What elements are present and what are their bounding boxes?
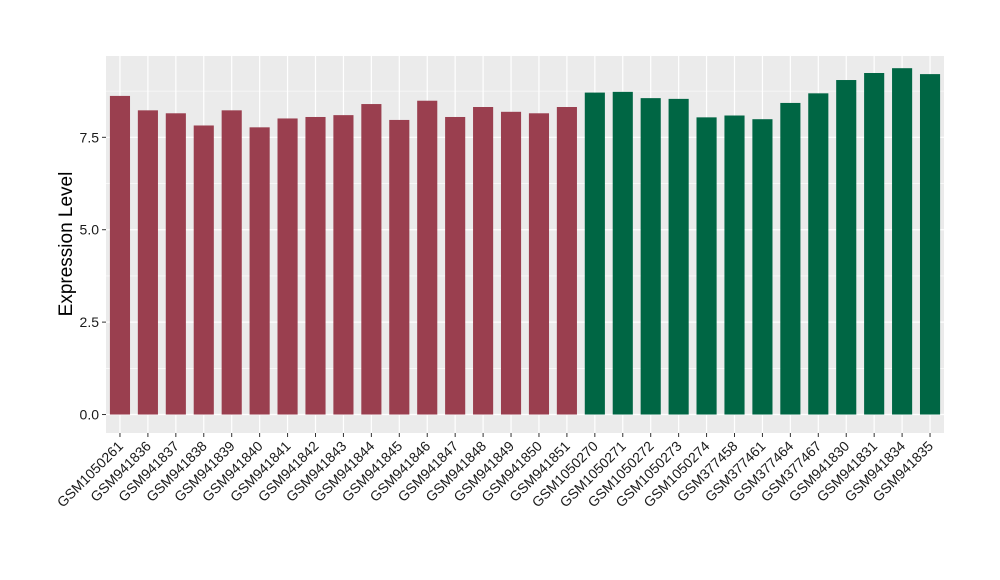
bar [808, 93, 829, 415]
bar [864, 73, 885, 415]
bar [137, 110, 158, 415]
bar [249, 127, 270, 415]
bar [109, 95, 131, 415]
bar [696, 117, 717, 415]
bar [165, 113, 186, 415]
bar [528, 113, 550, 415]
y-tick-label: 2.5 [80, 314, 100, 330]
y-tick-label: 5.0 [80, 222, 100, 238]
grid-minor [106, 90, 944, 369]
bar [389, 119, 410, 415]
y-tick-label: 0.0 [80, 407, 100, 423]
bar [305, 116, 326, 415]
bar [612, 91, 633, 415]
bar [277, 118, 298, 415]
bar [724, 115, 745, 415]
bar [417, 100, 438, 415]
bar [640, 98, 661, 415]
bar [919, 74, 941, 415]
bar [780, 102, 801, 415]
bar [584, 92, 605, 415]
bar [836, 80, 857, 415]
x-axis: GSM1050261GSM941836GSM941837GSM941838GSM… [54, 433, 936, 510]
bar [473, 107, 494, 415]
y-tick-label: 7.5 [80, 129, 100, 145]
bar [361, 104, 382, 415]
y-axis: 0.0 2.5 5.0 7.5 [80, 129, 106, 423]
bar [500, 111, 522, 415]
bar [221, 110, 242, 415]
bar [892, 68, 913, 415]
bar [193, 125, 214, 415]
bar [333, 115, 354, 415]
bar [445, 116, 466, 415]
y-axis-title: Expression Level [56, 172, 77, 317]
bar [752, 119, 773, 415]
bars [109, 68, 941, 415]
bar [668, 98, 689, 415]
bar [556, 107, 577, 415]
plot-panel [106, 56, 944, 433]
